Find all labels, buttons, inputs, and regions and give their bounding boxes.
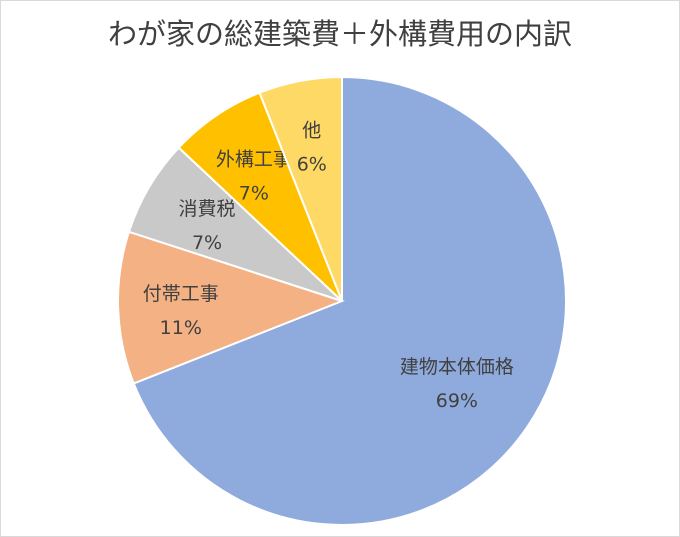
slice-percent-1: 69% xyxy=(436,390,478,412)
slice-percent-3: 7% xyxy=(192,232,222,254)
slice-percent-2: 11% xyxy=(160,317,202,339)
slice-label-4: 外構工事 xyxy=(216,148,292,170)
chart-title: わが家の総建築費＋外構費用の内訳 xyxy=(107,17,572,51)
slice-percent-4: 7% xyxy=(239,182,269,204)
pie-slice-2 xyxy=(117,230,345,385)
slice-label-1: 建物本体価格 xyxy=(400,356,514,378)
slice-label-5: 他 xyxy=(302,120,321,142)
pie-slice-5 xyxy=(258,75,343,302)
slice-percent-5: 6% xyxy=(297,154,327,176)
slice-label-2: 付帯工事 xyxy=(143,283,219,305)
slice-label-3: 消費税 xyxy=(179,198,236,220)
pie-slice-1 xyxy=(132,75,567,526)
